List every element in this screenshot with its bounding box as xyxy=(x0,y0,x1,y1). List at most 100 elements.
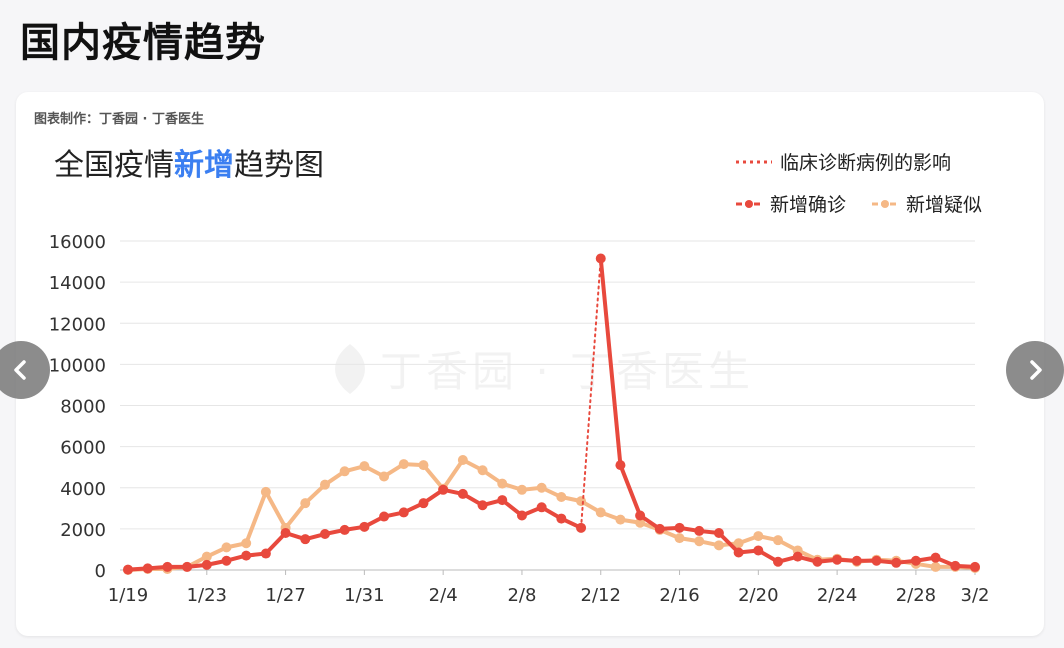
suspected-point xyxy=(516,484,527,495)
legend-clinical-label: 临床诊断病例的影响 xyxy=(780,152,952,174)
suspected-point xyxy=(930,561,941,572)
suspected-point xyxy=(457,454,468,465)
confirmed-point xyxy=(950,560,961,571)
confirmed-point xyxy=(930,552,941,563)
x-tick-label: 1/23 xyxy=(187,585,227,606)
confirmed-point xyxy=(516,510,527,521)
x-tick-label: 2/12 xyxy=(581,585,621,606)
confirmed-point xyxy=(379,511,390,522)
legend-confirmed: 新增确诊 xyxy=(734,190,846,217)
suspected-point xyxy=(773,535,784,546)
suspected-point xyxy=(241,538,252,549)
suspected-point xyxy=(379,471,390,482)
red-line-marker-icon xyxy=(736,199,762,208)
legend-confirmed-label: 新增确诊 xyxy=(770,194,847,216)
x-tick-label: 2/20 xyxy=(738,585,778,606)
y-tick-label: 10000 xyxy=(49,355,106,376)
x-tick-label: 1/31 xyxy=(344,585,384,606)
suspected-point xyxy=(615,514,626,525)
confirmed-point xyxy=(241,550,252,561)
suspected-point xyxy=(398,459,409,470)
chart-title-part-3: 趋势图 xyxy=(234,148,324,183)
suspected-point xyxy=(497,478,508,489)
confirmed-point xyxy=(300,534,311,545)
confirmed-point xyxy=(497,495,508,506)
suspected-point xyxy=(221,542,232,553)
confirmed-point xyxy=(438,484,449,495)
suspected-point xyxy=(477,465,488,476)
confirmed-point xyxy=(182,561,193,572)
watermark: 丁香园 · 丁香医生 xyxy=(320,338,754,399)
confirmed-point xyxy=(280,527,291,538)
confirmed-point xyxy=(773,556,784,567)
confirmed-point xyxy=(595,253,606,264)
confirmed-point xyxy=(654,523,665,534)
suspected-point xyxy=(319,479,330,490)
confirmed-point xyxy=(812,556,823,567)
suspected-point xyxy=(635,517,646,528)
confirmed-point xyxy=(319,529,330,540)
suspected-point xyxy=(595,507,606,518)
suspected-point xyxy=(300,498,311,509)
y-tick-label: 2000 xyxy=(60,520,106,541)
confirmed-point xyxy=(674,522,685,533)
chart-title-highlight: 新增 xyxy=(174,148,234,183)
confirmed-point xyxy=(359,521,370,532)
chart-title: 全国疫情新增趋势图 xyxy=(54,140,324,184)
confirmed-point xyxy=(871,555,882,566)
y-tick-label: 6000 xyxy=(60,438,106,459)
x-tick-label: 2/24 xyxy=(817,585,857,606)
suspected-segment xyxy=(263,489,288,530)
suspected-point xyxy=(201,551,212,562)
y-tick-label: 14000 xyxy=(49,273,106,294)
next-button[interactable] xyxy=(1006,341,1064,399)
confirmed-point xyxy=(970,561,980,572)
chart-title-part-1: 全国疫情 xyxy=(54,148,174,183)
confirmed-point xyxy=(418,498,429,509)
x-tick-label: 2/4 xyxy=(429,585,458,606)
confirmed-point xyxy=(536,502,547,513)
y-tick-label: 16000 xyxy=(49,232,106,253)
confirmed-point xyxy=(851,555,862,566)
suspected-point xyxy=(260,486,271,497)
y-tick-label: 0 xyxy=(95,561,106,582)
confirmed-point xyxy=(201,559,212,570)
confirmed-point xyxy=(694,525,705,536)
chart-credit: 图表制作：丁香园 · 丁香医生 xyxy=(34,112,204,127)
x-tick-label: 2/16 xyxy=(659,585,699,606)
chevron-left-icon xyxy=(14,360,26,380)
chevron-right-icon xyxy=(1030,360,1042,380)
confirmed-point xyxy=(398,507,409,518)
page-title: 国内疫情趋势 xyxy=(20,20,266,66)
confirmed-point xyxy=(477,500,488,511)
confirmed-point xyxy=(792,551,803,562)
suspected-point xyxy=(694,536,705,547)
orange-line-marker-icon xyxy=(872,199,898,208)
leaf-logo-icon xyxy=(335,343,365,394)
x-tick-label: 3/2 xyxy=(961,585,990,606)
watermark-text: 丁香园 · 丁香医生 xyxy=(380,347,755,396)
previous-button[interactable] xyxy=(0,341,50,399)
confirmed-point xyxy=(615,460,626,471)
suspected-point xyxy=(536,482,547,493)
confirmed-point xyxy=(260,548,271,559)
suspected-segment xyxy=(244,489,268,546)
x-tick-label: 2/28 xyxy=(896,585,936,606)
confirmed-point xyxy=(635,510,646,521)
suspected-segment xyxy=(441,457,465,491)
confirmed-point xyxy=(123,564,133,575)
confirmed-segment xyxy=(618,463,643,518)
suspected-point xyxy=(733,538,744,549)
suspected-point xyxy=(418,460,429,471)
suspected-segment xyxy=(283,501,308,530)
y-tick-label: 8000 xyxy=(60,397,106,418)
suspected-point xyxy=(359,461,370,472)
suspected-point xyxy=(339,466,350,477)
confirmed-point xyxy=(457,488,468,499)
confirmed-point xyxy=(142,563,153,574)
suspected-point xyxy=(674,533,685,544)
confirmed-point xyxy=(162,561,173,572)
confirmed-point xyxy=(753,545,764,556)
legend-suspected-label: 新增疑似 xyxy=(906,194,983,216)
suspected-point xyxy=(713,540,724,551)
